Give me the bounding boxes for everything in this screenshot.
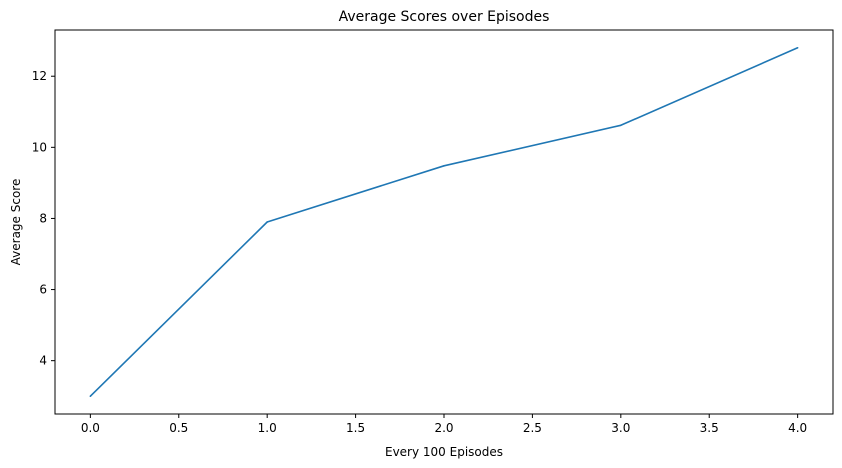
x-tick-label: 0.5 [169,421,188,435]
x-tick-label: 0.0 [81,421,100,435]
x-tick-label: 1.0 [258,421,277,435]
y-tick-label: 8 [39,211,47,225]
x-tick-label: 3.0 [611,421,630,435]
x-tick-label: 4.0 [788,421,807,435]
y-axis-label: Average Score [9,179,23,266]
y-tick-label: 10 [32,140,47,154]
y-tick-label: 12 [32,69,47,83]
x-tick-label: 3.5 [700,421,719,435]
data-point [266,221,268,223]
data-point [797,47,799,49]
chart-title: Average Scores over Episodes [339,9,550,25]
x-tick-label: 2.0 [434,421,453,435]
data-point [620,124,622,126]
x-tick-label: 1.5 [346,421,365,435]
data-point [443,165,445,167]
y-tick-label: 4 [39,354,47,368]
data-point [90,395,92,397]
x-tick-label: 2.5 [523,421,542,435]
y-tick-label: 6 [39,283,47,297]
x-axis-label: Every 100 Episodes [385,445,503,459]
